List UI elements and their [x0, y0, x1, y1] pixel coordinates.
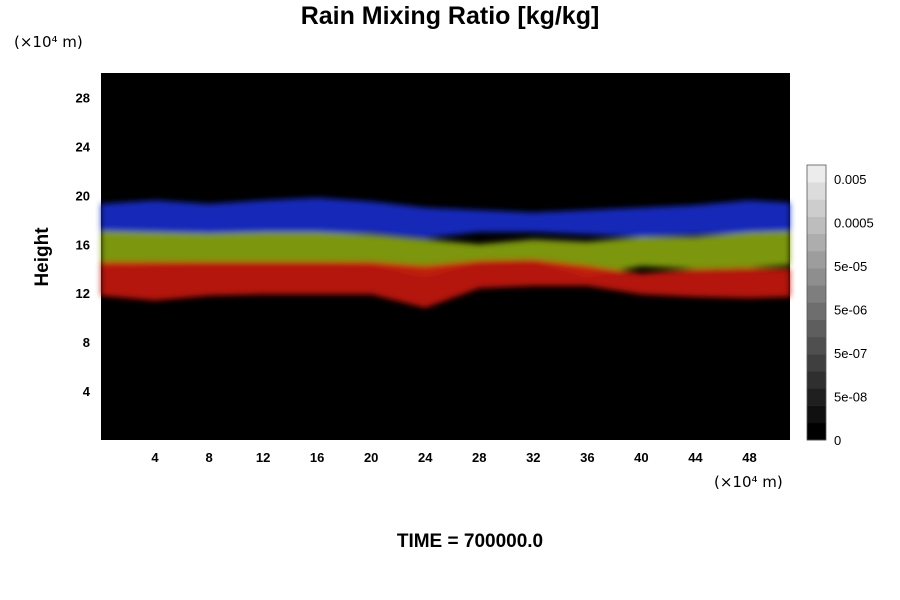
time-footer: TIME = 700000.0 — [396, 531, 544, 552]
colorbar-frame — [806, 164, 827, 441]
x-axis-unit: (×10⁴ m) — [714, 473, 783, 491]
colorbar-cell — [807, 336, 826, 355]
colorbar-tick-label: 5e-07 — [834, 346, 867, 361]
x-tick-label: 32 — [526, 450, 540, 465]
colorbar-tick-label: 5e-06 — [834, 303, 867, 318]
x-tick-label: 28 — [472, 450, 486, 465]
colorbar-cell — [807, 302, 826, 320]
colorbar-cell — [807, 268, 826, 286]
x-tick-label: 12 — [256, 450, 270, 465]
colorbar-cell — [807, 216, 826, 235]
x-tick-label: 36 — [580, 450, 594, 465]
y-tick-label: 12 — [76, 286, 90, 301]
colorbar-cell — [807, 371, 826, 389]
x-tick-label: 20 — [364, 450, 378, 465]
colorbar-cell — [807, 422, 826, 441]
x-tick-label: 8 — [205, 450, 212, 465]
colorbar-cell — [807, 405, 826, 424]
x-tick-label: 44 — [688, 450, 703, 465]
y-axis-unit: (×10⁴ m) — [14, 33, 83, 51]
layer-band-0 — [101, 197, 790, 239]
chart-title: Rain Mixing Ratio [kg/kg] — [300, 2, 600, 30]
y-tick-label: 4 — [83, 384, 91, 399]
y-tick-label: 8 — [83, 335, 90, 350]
colorbar-tick-label: 5e-08 — [834, 390, 867, 405]
colorbar-cell — [807, 250, 826, 269]
colorbar-tick-label: 0 — [834, 433, 841, 448]
colorbar-cell — [807, 199, 826, 217]
x-tick-label: 48 — [742, 450, 756, 465]
colorbar-cell — [807, 233, 826, 252]
x-tick-label: 4 — [151, 450, 159, 465]
y-tick-label: 16 — [76, 237, 90, 252]
x-tick-label: 24 — [418, 450, 433, 465]
x-tick-label: 40 — [634, 450, 648, 465]
layer-band-1 — [101, 230, 790, 277]
colorbar-cell — [807, 354, 826, 372]
colorbar-cell — [807, 165, 826, 183]
layer-band-2 — [101, 258, 790, 308]
colorbar-tick-label: 0.005 — [834, 172, 867, 187]
y-tick-label: 28 — [76, 90, 90, 105]
y-tick-label: 20 — [76, 188, 90, 203]
colorbar-cell — [807, 388, 826, 406]
colorbar — [806, 164, 827, 441]
colorbar-cell — [807, 285, 826, 303]
colorbar-cell — [807, 319, 826, 338]
y-tick-label: 24 — [76, 139, 91, 154]
colorbar-tick-label: 0.0005 — [834, 216, 874, 231]
colorbar-cell — [807, 182, 826, 200]
colorbar-tick-label: 5e-05 — [834, 259, 867, 274]
x-tick-label: 16 — [310, 450, 324, 465]
